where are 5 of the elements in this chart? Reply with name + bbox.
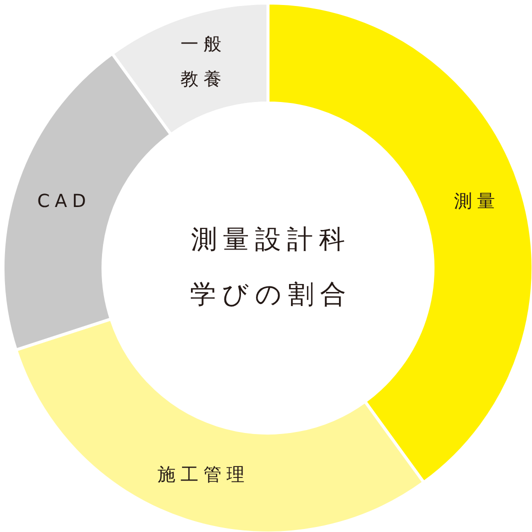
slice-label: 一般教養 [180,34,226,90]
slice-label: 施工管理 [157,464,250,485]
slice-label: 測量 [454,190,500,212]
text: 測量設計科学びの割合 [189,224,353,312]
slice-label: CAD [37,190,91,212]
